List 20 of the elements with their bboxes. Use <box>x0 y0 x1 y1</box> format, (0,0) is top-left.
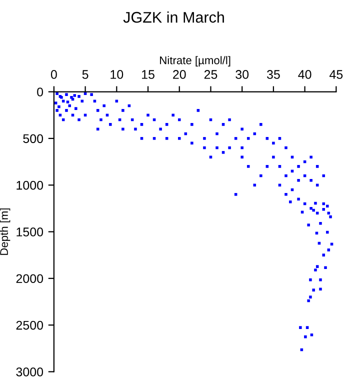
x-tick-label: 30 <box>236 70 249 79</box>
y-axis-title: Depth [m] <box>0 208 10 255</box>
x-tick-label: 35 <box>266 70 280 79</box>
x-tick-label: 40 <box>298 70 312 79</box>
y-tick-label: 0 <box>37 88 44 96</box>
x-tick-label: 25 <box>204 70 218 79</box>
y-tick-label: 2500 <box>16 320 44 330</box>
y-tick-label: 1000 <box>16 180 44 190</box>
y-tick-label: 3000 <box>16 368 44 376</box>
x-tick-label: 0 <box>50 70 57 79</box>
x-tick-label: 20 <box>173 70 186 79</box>
chart-title: JGZK in March <box>123 12 224 23</box>
x-tick-label: 10 <box>110 70 124 79</box>
x-tick-label: 45 <box>330 70 343 79</box>
y-tick-label: 1500 <box>16 228 44 236</box>
y-tick-label: 500 <box>23 134 44 144</box>
x-axis-title: Nitrate [µmol/l] <box>160 56 230 66</box>
x-tick-label: 15 <box>142 70 154 79</box>
x-tick-label: 5 <box>82 70 88 79</box>
y-tick-label: 2000 <box>16 274 44 284</box>
